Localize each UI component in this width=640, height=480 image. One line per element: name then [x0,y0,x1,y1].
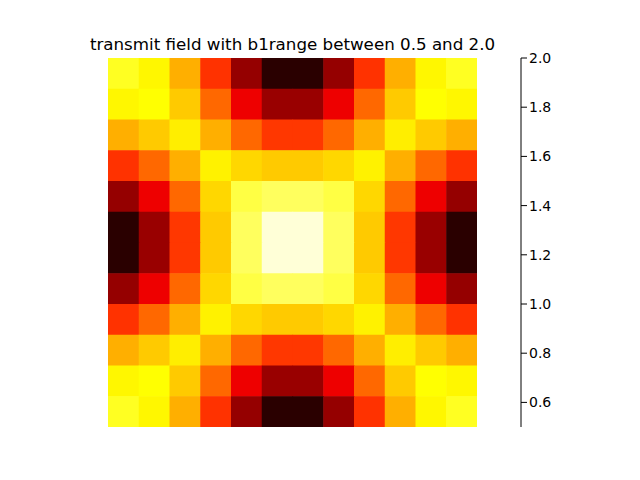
svg-text:0.6: 0.6 [529,394,551,410]
svg-text:1.0: 1.0 [529,296,551,312]
svg-text:1.4: 1.4 [529,198,551,214]
html-text:transmit field with b1range be: transmit field with b1range between 0.5 … [89,34,496,54]
svg-text:2.0: 2.0 [529,50,551,66]
svg-text:1.2: 1.2 [529,247,551,263]
svg-text:1.6: 1.6 [529,148,551,164]
svg-text:0.8: 0.8 [529,345,551,361]
svg-text:1.8: 1.8 [529,99,551,115]
